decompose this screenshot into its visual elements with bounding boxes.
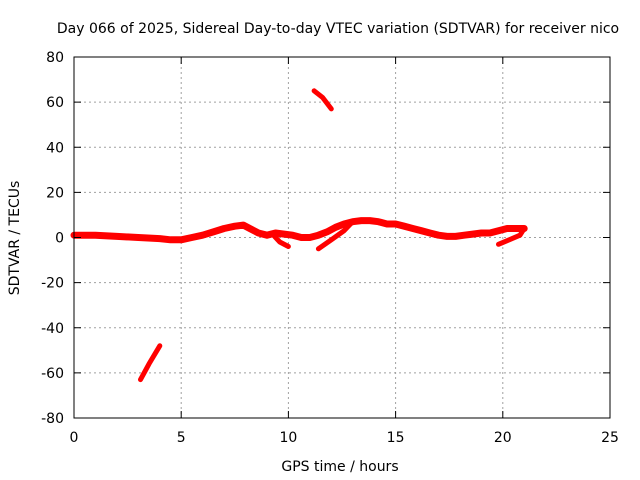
y-tick-label: 60 bbox=[46, 95, 64, 111]
x-axis-label: GPS time / hours bbox=[281, 459, 398, 475]
y-tick-label: -80 bbox=[41, 411, 64, 427]
y-axis-label: SDTVAR / TECUs bbox=[7, 181, 23, 296]
x-tick-label: 5 bbox=[177, 430, 186, 446]
y-tick-label: 40 bbox=[46, 140, 64, 156]
series-line bbox=[496, 226, 527, 247]
series-line bbox=[315, 219, 356, 252]
series-line bbox=[270, 232, 291, 249]
y-tick-label: -40 bbox=[41, 321, 64, 337]
y-tick-label: 0 bbox=[55, 231, 64, 247]
y-tick-label: -20 bbox=[41, 276, 64, 292]
x-tick-label: 0 bbox=[70, 430, 79, 446]
x-tick-label: 15 bbox=[387, 430, 405, 446]
axis-ticks: 0 5 10 15 20 25 -80 -60 -40 -20 0 20 40 60 80 bbox=[41, 50, 619, 446]
series-line bbox=[70, 217, 528, 244]
series-line bbox=[138, 343, 163, 383]
y-tick-label: -60 bbox=[41, 366, 64, 382]
y-tick-label: 20 bbox=[46, 185, 64, 201]
series-line bbox=[311, 88, 334, 112]
y-tick-label: 80 bbox=[46, 50, 64, 66]
chart-title: Day 066 of 2025, Sidereal Day-to-day VTE… bbox=[57, 21, 619, 37]
x-tick-label: 20 bbox=[494, 430, 512, 446]
x-tick-label: 10 bbox=[279, 430, 297, 446]
x-tick-label: 25 bbox=[601, 430, 619, 446]
series-layer bbox=[70, 88, 528, 383]
